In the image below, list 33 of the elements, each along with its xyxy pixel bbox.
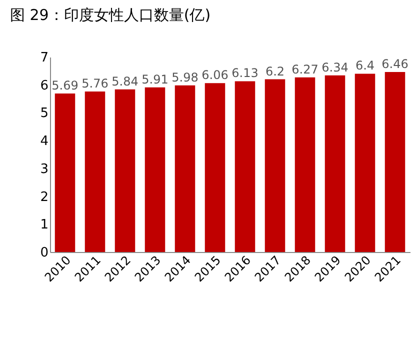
bar — [324, 75, 346, 252]
bar — [114, 89, 136, 252]
bar — [264, 79, 286, 252]
data-label: 6.46 — [382, 57, 408, 72]
y-tick-label: 3 — [40, 162, 48, 177]
bar — [144, 87, 166, 252]
data-label: 5.76 — [82, 76, 108, 91]
data-label: 5.98 — [172, 70, 198, 84]
y-tick-label: 0 — [40, 246, 48, 260]
y-tick-label: 2 — [40, 190, 48, 205]
bar — [354, 74, 376, 252]
data-label: 5.69 — [52, 78, 78, 92]
data-label: 6.2 — [265, 64, 285, 78]
data-label: 5.91 — [142, 72, 168, 86]
data-label: 6.06 — [202, 68, 228, 82]
chart-title: 图 29：印度女性人口数量(亿) — [10, 6, 211, 24]
data-label: 5.84 — [112, 74, 138, 88]
data-label: 6.13 — [232, 66, 258, 80]
bar — [84, 92, 106, 252]
y-tick-label: 7 — [40, 50, 48, 66]
bar — [384, 72, 406, 252]
data-label: 6.4 — [355, 58, 375, 73]
bar — [234, 81, 256, 252]
data-label: 6.27 — [292, 62, 318, 76]
bar — [54, 93, 76, 252]
y-tick-label: 1 — [40, 218, 48, 233]
y-tick-label: 5 — [40, 106, 48, 122]
y-tick-label: 4 — [40, 134, 48, 150]
data-label: 6.34 — [322, 60, 348, 74]
bar — [204, 83, 226, 252]
bar — [174, 85, 196, 252]
bar — [294, 77, 316, 252]
y-tick-label: 6 — [40, 78, 48, 94]
